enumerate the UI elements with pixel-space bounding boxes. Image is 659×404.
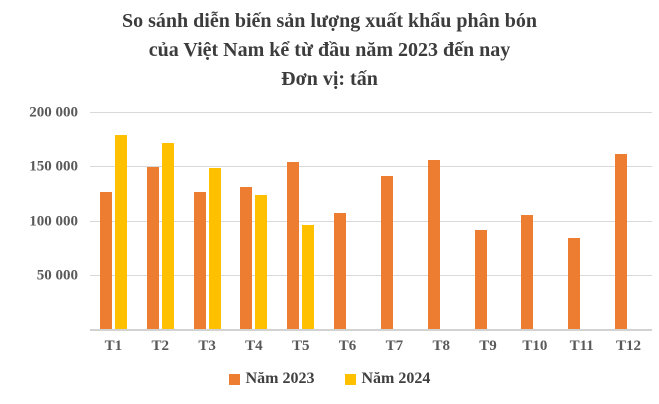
x-axis-label-t11: T11 — [569, 338, 594, 354]
y-axis-labels: 50 000 100 000 150 000 200 000 — [0, 105, 80, 330]
bar-năm-2023-t2 — [146, 167, 159, 330]
bar-năm-2023-t11 — [568, 237, 581, 330]
bar-năm-2023-t3 — [193, 192, 206, 330]
chart-title: So sánh diễn biến sản lượng xuất khẩu ph… — [0, 7, 659, 94]
gridline-100000 — [90, 220, 652, 222]
bar-group-t3 — [184, 113, 231, 330]
bar-năm-2024-t4 — [255, 195, 268, 330]
bar-group-t5 — [277, 113, 324, 330]
legend-label: Năm 2023 — [245, 370, 315, 387]
x-axis-label-t3: T3 — [198, 338, 216, 354]
gridline-50000 — [90, 274, 652, 276]
y-axis-tick-label-100000: 100 000 — [29, 213, 78, 229]
x-axis-labels: T1 T2 T3 T4 T5 T6 T7 T8 T9 T10 T11 T12 — [90, 338, 652, 355]
bar-năm-2024-t1 — [114, 134, 127, 330]
legend-item-năm-2024: Năm 2024 — [344, 370, 431, 388]
bar-group-t1 — [90, 113, 137, 330]
bar-năm-2023-t12 — [615, 154, 628, 330]
bar-năm-2023-t9 — [474, 230, 487, 330]
bar-năm-2023-t4 — [240, 186, 253, 330]
gridline-200000 — [90, 112, 652, 113]
y-axis-tick-label-50000: 50 000 — [36, 267, 78, 284]
gridline-150000 — [90, 166, 652, 168]
bar-group-t7 — [371, 113, 418, 330]
bar-group-t6 — [324, 113, 371, 330]
legend-swatch-icon — [228, 373, 240, 385]
bar-group-t9 — [465, 113, 512, 330]
x-axis-label-t2: T2 — [151, 338, 169, 354]
chart-legend: Năm 2023 Năm 2024 — [0, 370, 659, 388]
bar-năm-2023-t6 — [334, 212, 347, 330]
x-axis-label-t7: T7 — [385, 338, 404, 354]
bar-năm-2023-t8 — [427, 159, 440, 330]
bar-năm-2023-t5 — [287, 161, 300, 330]
chart-title-line-2: của Việt Nam kể từ đầu năm 2023 đến nay — [148, 39, 511, 61]
bar-group-t11 — [558, 113, 605, 330]
x-axis-label-t10: T10 — [522, 338, 548, 354]
bar-groups — [90, 113, 652, 330]
bar-năm-2023-t1 — [99, 192, 112, 330]
y-axis-tick-label-150000: 150 000 — [29, 158, 78, 175]
plot-area — [90, 112, 652, 331]
bar-năm-2024-t2 — [161, 143, 174, 330]
x-axis-label-t1: T1 — [104, 338, 123, 354]
bar-năm-2023-t7 — [380, 175, 393, 330]
x-axis-baseline — [90, 329, 652, 331]
chart-unit-subtitle: Đơn vị: tấn — [281, 68, 378, 90]
x-axis-label-t4: T4 — [245, 338, 263, 354]
x-axis-label-t5: T5 — [291, 338, 310, 354]
bar-năm-2024-t5 — [302, 224, 315, 330]
y-axis-tick-label-200000: 200 000 — [29, 104, 78, 121]
bar-group-t10 — [511, 113, 558, 330]
x-axis-label-t9: T9 — [479, 338, 497, 354]
legend-label: Năm 2024 — [361, 370, 431, 387]
bar-năm-2023-t10 — [521, 215, 534, 330]
legend-item-năm-2023: Năm 2023 — [228, 370, 315, 388]
bar-group-t2 — [137, 113, 184, 330]
x-axis-label-t6: T6 — [338, 338, 357, 354]
x-axis-label-t8: T8 — [432, 338, 450, 354]
chart-title-line-1: So sánh diễn biến sản lượng xuất khẩu ph… — [122, 10, 537, 32]
bar-group-t4 — [230, 113, 277, 330]
bar-group-t12 — [605, 113, 652, 330]
bar-năm-2024-t3 — [208, 168, 221, 330]
bar-group-t8 — [418, 113, 465, 330]
legend-swatch-icon — [344, 373, 356, 385]
x-axis-label-t12: T12 — [616, 338, 642, 354]
